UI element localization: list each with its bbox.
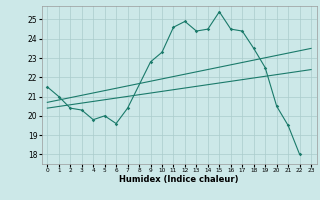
X-axis label: Humidex (Indice chaleur): Humidex (Indice chaleur) (119, 175, 239, 184)
